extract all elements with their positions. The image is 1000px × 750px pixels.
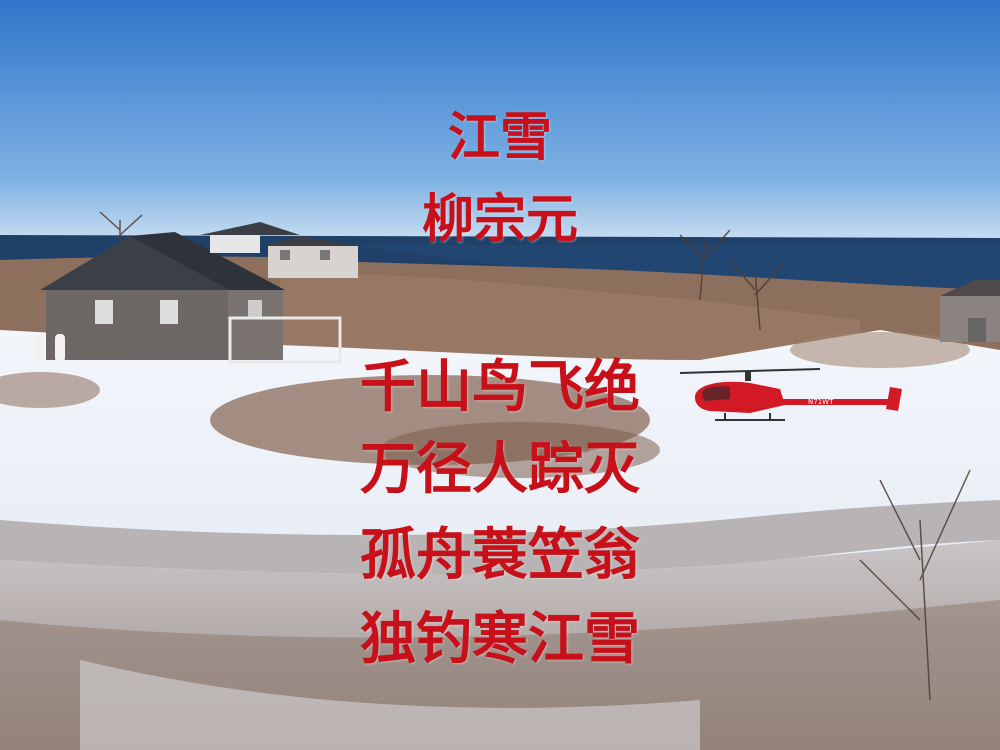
poem-line-1: 千山鸟飞绝 [360,355,640,420]
sky [0,0,1000,240]
poem-title: 江雪 [447,108,552,168]
road [0,500,1000,575]
poem-author: 柳宗元 [421,190,578,250]
house-left [34,232,342,364]
shed-right [940,280,1000,342]
poem-line-3: 孤舟蓑笠翁 [360,523,640,588]
poem-line-4: 独钓寒江雪 [360,607,640,672]
house-back [200,222,360,278]
helicopter-registration: N71WT [808,398,834,406]
poem-line-2: 万径人踪灭 [360,437,640,502]
helicopter: N71WT [679,368,902,421]
